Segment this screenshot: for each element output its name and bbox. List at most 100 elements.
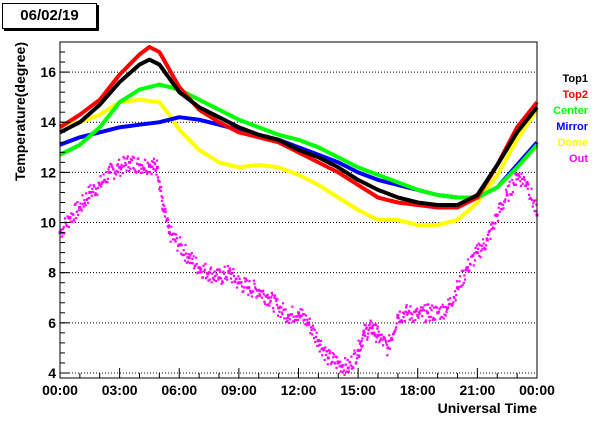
out-point-fill [403,319,406,323]
out-point-fill [293,320,296,323]
out-point-fill [455,280,459,283]
out-point-fill [461,284,464,287]
out-point-fill [314,340,317,344]
out-point-fill [100,182,103,185]
out-point-fill [214,279,218,283]
out-point [227,271,231,275]
out-point-fill [527,183,530,186]
out-point-fill [323,358,326,362]
out-point-fill [224,277,227,280]
out-point-fill [165,220,168,223]
out-point-fill [361,334,365,337]
out-point-fill [519,184,523,187]
out-point-fill [519,180,522,183]
out-point-fill [454,299,457,302]
out-point-fill [339,360,342,363]
out-point-fill [136,162,139,165]
out-point-fill [106,180,109,184]
out-point-fill [191,258,194,261]
out-point [207,271,211,275]
out-point-fill [170,225,173,228]
out-point-fill [187,253,190,256]
out-point-fill [320,348,323,351]
legend-entry-center: Center [553,105,589,117]
out-point-fill [319,343,322,346]
out-point-fill [101,181,105,184]
out-point-fill [434,318,437,321]
out-point-fill [168,233,172,236]
out-point-fill [159,189,162,192]
out-point-fill [86,201,90,204]
out-point-fill [533,209,536,213]
out-point-fill [127,166,130,169]
out-point-fill [317,344,321,347]
out-point-fill [490,228,493,231]
out-point-fill [298,313,301,317]
out-point-fill [504,188,508,191]
out-point-fill [126,155,129,158]
out-point-fill [344,357,347,360]
out-point-fill [416,307,419,310]
out-point-fill [119,168,123,171]
out-point-fill [349,364,352,367]
out-point-fill [114,171,117,174]
out-point-fill [82,205,85,208]
out-point-fill [491,221,494,224]
out-point-fill [303,313,306,316]
series-center [59,82,539,200]
out-point-fill [286,316,290,320]
out-point-fill [203,269,206,273]
out-point-fill [524,184,528,188]
out-point-fill [470,255,473,258]
out-point-fill [160,195,163,198]
out-point-fill [211,272,214,275]
out-point-fill [421,315,424,318]
out-point-fill [384,339,387,342]
out-point-fill [330,361,333,365]
out-point-fill [231,271,234,274]
out-point-fill [301,313,305,316]
out-point-fill [321,347,324,350]
out-point-fill [284,308,287,311]
out-point-fill [493,214,496,217]
out-point-fill [304,314,308,317]
out-point [277,306,281,310]
out-point-fill [526,187,529,190]
out-point-fill [534,210,537,213]
out-point-fill [240,285,244,288]
out-point-fill [367,328,370,332]
out-point-fill [453,297,456,300]
out-point-fill [412,319,415,322]
legend-entry-top1: Top1 [563,73,588,85]
out-point-fill [486,233,490,237]
out-point-fill [104,180,108,183]
out-point-fill [389,339,392,342]
out-point-fill [207,279,210,282]
out-point-fill [171,232,174,236]
y-tick-label: 14 [40,114,56,130]
out-point [161,208,165,212]
out-point-fill [295,319,298,322]
out-point-fill [286,320,289,323]
out-point [197,266,201,270]
out-point-fill [527,193,531,197]
out-point-fill [269,299,272,303]
out-point-fill [84,204,87,207]
x-tick-label: 12:00 [281,382,317,398]
out-point-fill [275,303,278,306]
out-point-fill [166,225,170,228]
out-point-fill [272,310,275,313]
out-point [118,165,122,169]
out-point-fill [202,264,205,267]
out-point-fill [285,317,288,320]
out-point-fill [388,334,391,337]
out-point-fill [183,253,186,256]
out-point-fill [158,187,161,191]
out-point-fill [525,183,528,186]
series-mirror [59,115,539,200]
out-point-fill [449,297,452,300]
out-point-fill [501,208,504,211]
out-point-fill [116,164,119,167]
out-point-fill [175,233,178,236]
y-tick-label: 16 [40,64,56,80]
